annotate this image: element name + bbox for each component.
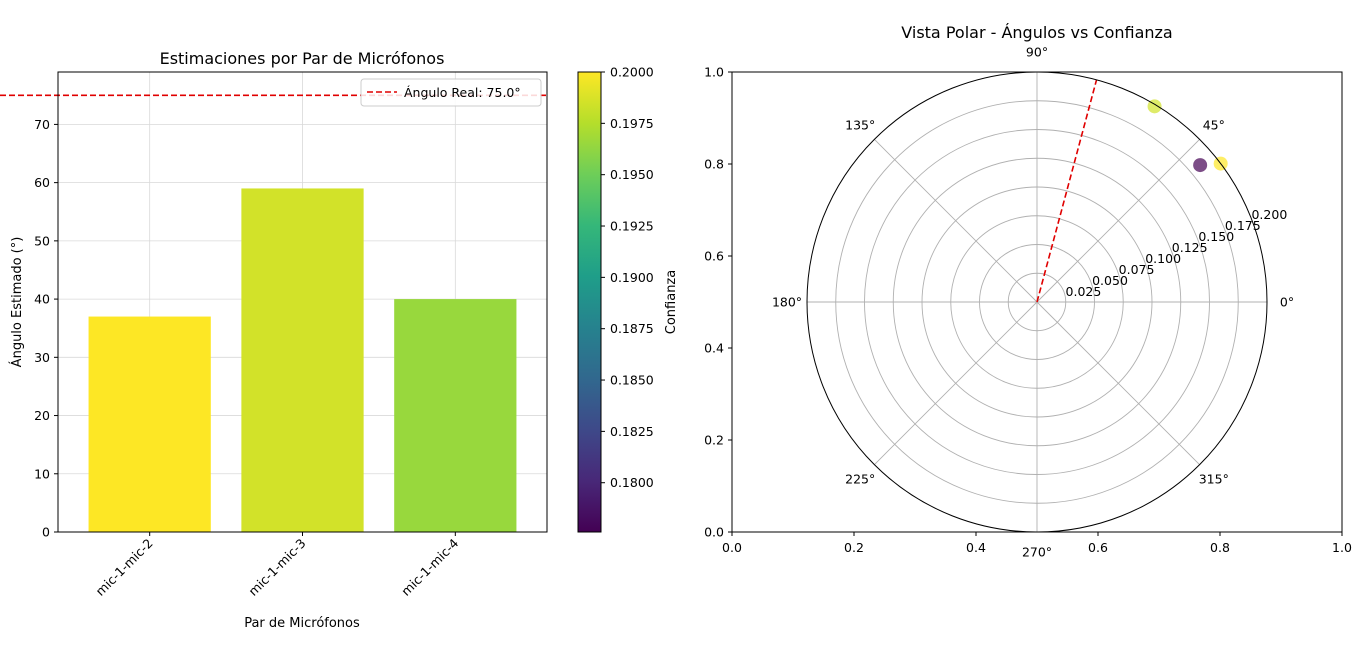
colorbar-tick-label: 0.1825 bbox=[610, 424, 654, 439]
bar-chart-x-label: Par de Micrófonos bbox=[244, 616, 360, 631]
polar-radial-label: 0.075 bbox=[1119, 262, 1155, 277]
polar-outer-y-tick-label: 0.2 bbox=[704, 433, 724, 448]
bar-y-tick-label: 70 bbox=[34, 117, 50, 132]
colorbar-tick-label: 0.1950 bbox=[610, 167, 654, 182]
colorbar-gradient bbox=[578, 72, 601, 532]
bar-mic-1-mic-3 bbox=[241, 188, 364, 533]
bar-y-tick-label: 0 bbox=[42, 525, 50, 540]
polar-grid-spoke bbox=[874, 139, 1038, 303]
bar-y-tick-label: 60 bbox=[34, 175, 50, 190]
polar-outer-x-tick-label: 1.0 bbox=[1332, 540, 1352, 555]
polar-grid-spoke bbox=[1036, 139, 1200, 303]
polar-angle-label: 90° bbox=[1026, 45, 1048, 60]
polar-outer-x-tick-label: 0.2 bbox=[844, 540, 864, 555]
polar-angle-label: 135° bbox=[845, 118, 875, 133]
polar-real-angle-line bbox=[1036, 79, 1098, 303]
polar-angle-label: 270° bbox=[1022, 545, 1052, 560]
polar-outer-y-tick-label: 0.0 bbox=[704, 525, 724, 540]
colorbar-ticks: 0.1800 0.1825 0.1850 0.1875 0.1900 0.1925 0.19… bbox=[601, 65, 654, 490]
polar-outer-y-tick-label: 0.4 bbox=[704, 341, 724, 356]
bar-mic-1-mic-4 bbox=[394, 299, 517, 532]
polar-point-3 bbox=[1193, 158, 1208, 173]
polar-chart-title: Vista Polar - Ángulos vs Confianza bbox=[901, 23, 1172, 42]
bar-chart-legend: Ángulo Real: 75.0° bbox=[360, 78, 542, 107]
bar-chart-y-ticks: 0 10 20 30 40 50 60 70 bbox=[34, 117, 58, 540]
polar-radial-label: 0.150 bbox=[1198, 229, 1234, 244]
polar-outer-ring bbox=[806, 71, 1268, 533]
polar-angle-label: 45° bbox=[1203, 118, 1225, 133]
polar-grid bbox=[807, 72, 1267, 532]
legend-real-angle-label: Ángulo Real: 75.0° bbox=[404, 85, 521, 100]
legend-box bbox=[360, 78, 542, 107]
colorbar-tick-label: 0.1800 bbox=[610, 475, 654, 490]
polar-angle-label: 180° bbox=[772, 295, 802, 310]
colorbar-frame bbox=[577, 71, 602, 533]
colorbar-label: Confianza bbox=[664, 270, 679, 334]
polar-outer-x-tick-label: 0.6 bbox=[1088, 540, 1108, 555]
polar-chart: Vista Polar - Ángulos vs Confianza 0.0 0.… bbox=[704, 23, 1352, 560]
polar-points bbox=[1147, 99, 1228, 173]
bar-x-tick-label: mic-1-mic-2 bbox=[93, 536, 156, 599]
bar-x-tick-label: mic-1-mic-3 bbox=[245, 536, 308, 599]
bar-y-tick-label: 20 bbox=[34, 408, 50, 423]
colorbar-tick-label: 0.1875 bbox=[610, 321, 654, 336]
polar-radial-label: 0.100 bbox=[1145, 251, 1181, 266]
polar-outer-x-tick-label: 0.4 bbox=[966, 540, 986, 555]
bar-chart-bars bbox=[88, 188, 517, 533]
polar-angle-labels: 0° 45° 90° 135° 180° 225° 270° 315° bbox=[772, 45, 1294, 560]
polar-radial-label: 0.025 bbox=[1066, 284, 1102, 299]
bar-chart-title: Estimaciones por Par de Micrófonos bbox=[160, 49, 445, 68]
colorbar-tick-label: 0.1975 bbox=[610, 116, 654, 131]
bar-y-tick-label: 40 bbox=[34, 292, 50, 307]
colorbar-tick-label: 0.2000 bbox=[610, 65, 654, 80]
polar-outer-y-tick-label: 1.0 bbox=[704, 65, 724, 80]
polar-angle-label: 0° bbox=[1280, 295, 1294, 310]
colorbar-tick-label: 0.1900 bbox=[610, 270, 654, 285]
bar-y-tick-label: 10 bbox=[34, 466, 50, 481]
polar-angle-label: 315° bbox=[1199, 471, 1229, 486]
polar-outer-x-tick-label: 0.8 bbox=[1210, 540, 1230, 555]
colorbar-tick-label: 0.1850 bbox=[610, 373, 654, 388]
bar-chart-x-ticks: mic-1-mic-2 mic-1-mic-3 mic-1-mic-4 bbox=[93, 532, 461, 599]
polar-outer-y-tick-label: 0.8 bbox=[704, 157, 724, 172]
polar-grid-spoke bbox=[1036, 301, 1200, 465]
bar-y-tick-label: 50 bbox=[34, 233, 50, 248]
bar-y-tick-label: 30 bbox=[34, 350, 50, 365]
polar-point-2 bbox=[1147, 99, 1162, 114]
polar-outer-x-tick-label: 0.0 bbox=[722, 540, 742, 555]
polar-outer-y-tick-label: 0.6 bbox=[704, 249, 724, 264]
polar-angle-label: 225° bbox=[845, 471, 875, 486]
polar-grid-spoke bbox=[874, 301, 1038, 465]
polar-outer-axes-ticks: 0.0 0.2 0.4 0.6 0.8 1.0 0.0 0.2 0.4 0.6 0.8 1.0 bbox=[704, 65, 1352, 556]
polar-radial-label: 0.050 bbox=[1092, 273, 1128, 288]
colorbar-tick-label: 0.1925 bbox=[610, 219, 654, 234]
polar-radial-label: 0.200 bbox=[1251, 207, 1287, 222]
bar-chart: Estimaciones por Par de Micrófonos 0 10 20… bbox=[0, 49, 548, 631]
colorbar: 0.1800 0.1825 0.1850 0.1875 0.1900 0.1925 0.19… bbox=[577, 65, 679, 533]
polar-radial-label: 0.125 bbox=[1172, 240, 1208, 255]
bar-chart-y-label: Ángulo Estimado (°) bbox=[9, 237, 25, 368]
polar-radial-label: 0.175 bbox=[1225, 218, 1261, 233]
bar-mic-1-mic-2 bbox=[88, 316, 211, 532]
bar-x-tick-label: mic-1-mic-4 bbox=[398, 535, 461, 598]
polar-reference-line bbox=[1036, 79, 1098, 303]
